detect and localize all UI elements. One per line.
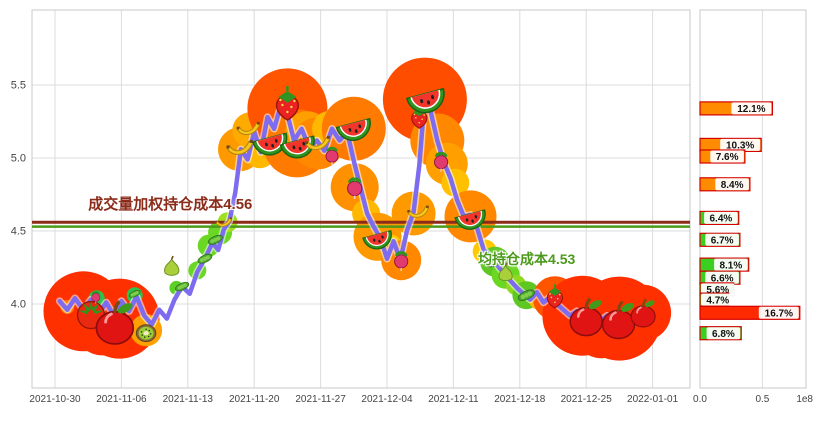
x-tick-label: 0.0	[693, 394, 707, 405]
x-tick-label: 2021-12-11	[428, 394, 479, 405]
bar-percent-label: 10.3%	[726, 141, 754, 152]
fruit-watermelon-icon	[335, 117, 371, 141]
bar-percent-label: 8.1%	[719, 260, 742, 271]
fruit-apple-icon	[95, 300, 135, 345]
fruit-radish-icon	[325, 146, 339, 166]
fruit-banana-icon	[305, 135, 331, 151]
x-tick-label: 2021-12-18	[494, 394, 546, 405]
bar-percent-label: 12.1%	[737, 104, 765, 115]
plot-border	[31, 9, 691, 389]
bar-label-box	[758, 306, 799, 319]
x-tick-label: 2021-11-06	[96, 394, 147, 405]
bar-percent-label: 6.6%	[711, 273, 734, 284]
bar-percent-label: 7.6%	[716, 152, 739, 163]
fruit-peas-icon	[486, 256, 504, 268]
bar-label-box	[710, 150, 744, 163]
fruit-apple-icon	[630, 298, 656, 328]
x-tick-label: 2022-01-01	[627, 394, 679, 405]
fruit-banana-icon	[236, 121, 261, 136]
avg-cost-annotation: 均持仓成本4.53	[478, 250, 576, 267]
bar-percent-label: 6.7%	[711, 235, 734, 246]
fruit-peas-icon	[128, 289, 141, 298]
fruit-radish-icon	[347, 177, 363, 199]
fruit-banana-icon	[407, 205, 430, 218]
bar-label-box	[701, 293, 735, 306]
fruit-watermelon-icon	[454, 209, 486, 230]
y-tick-label: 4.5	[11, 226, 26, 238]
fruit-radish-icon	[394, 251, 409, 272]
bar-label-box	[706, 327, 741, 340]
fruit-watermelon-icon	[405, 87, 445, 114]
y-tick-label: 5.5	[11, 80, 26, 92]
bar-label-box	[720, 138, 761, 151]
x-tick-label: 2021-11-13	[163, 394, 214, 405]
axis-offset-label: 1e8	[796, 394, 813, 405]
fruit-strawberry-icon	[546, 284, 564, 309]
bar-percent-label: 5.6%	[706, 285, 729, 296]
bar-percent-label: 6.8%	[712, 329, 735, 340]
bar-percent-label: 16.7%	[765, 308, 793, 319]
bar-percent-label: 6.4%	[709, 214, 732, 225]
fruit-peas-icon	[197, 253, 213, 264]
vwap-cost-annotation: 成交量加权持仓成本4.56	[88, 196, 253, 214]
fruit-peas-icon	[207, 234, 223, 245]
x-tick-label: 2021-12-04	[361, 394, 413, 405]
bar-label-box	[715, 178, 749, 191]
bar-label-box	[701, 283, 735, 296]
bar-percent-label: 4.7%	[706, 295, 729, 306]
fruit-watermelon-icon	[362, 230, 392, 250]
fruit-peas-icon	[517, 289, 535, 301]
fruit-kiwi-icon	[135, 324, 157, 343]
fruit-watermelon-icon	[252, 132, 288, 156]
fruit-apple-icon	[569, 297, 603, 337]
bar-label-box	[731, 102, 772, 115]
bar-percent-label: 8.4%	[721, 180, 744, 191]
x-tick-label: 2021-11-20	[229, 394, 280, 405]
fruit-radish-icon	[91, 291, 101, 304]
bar-label-box	[704, 211, 738, 224]
y-tick-label: 4.0	[11, 299, 26, 311]
fruit-banana-icon	[226, 139, 254, 155]
x-tick-label: 2021-11-27	[295, 394, 346, 405]
fruit-banana-icon	[215, 217, 233, 227]
plot-border	[699, 9, 807, 389]
x-tick-label: 2021-10-30	[29, 394, 81, 405]
bar-label-box	[705, 271, 739, 284]
bar-label-box	[705, 233, 739, 246]
fruit-peas-icon	[175, 281, 190, 292]
fruit-pear-icon	[498, 262, 513, 282]
bar-label-box	[714, 258, 748, 271]
x-tick-label: 0.5	[755, 394, 769, 405]
fruit-strawberry-icon	[275, 86, 300, 121]
x-tick-label: 2021-12-25	[561, 394, 613, 405]
y-tick-label: 5.0	[11, 153, 26, 165]
fruit-radish-icon	[434, 151, 449, 172]
price-line	[57, 94, 646, 327]
fruit-pear-icon	[164, 255, 180, 276]
